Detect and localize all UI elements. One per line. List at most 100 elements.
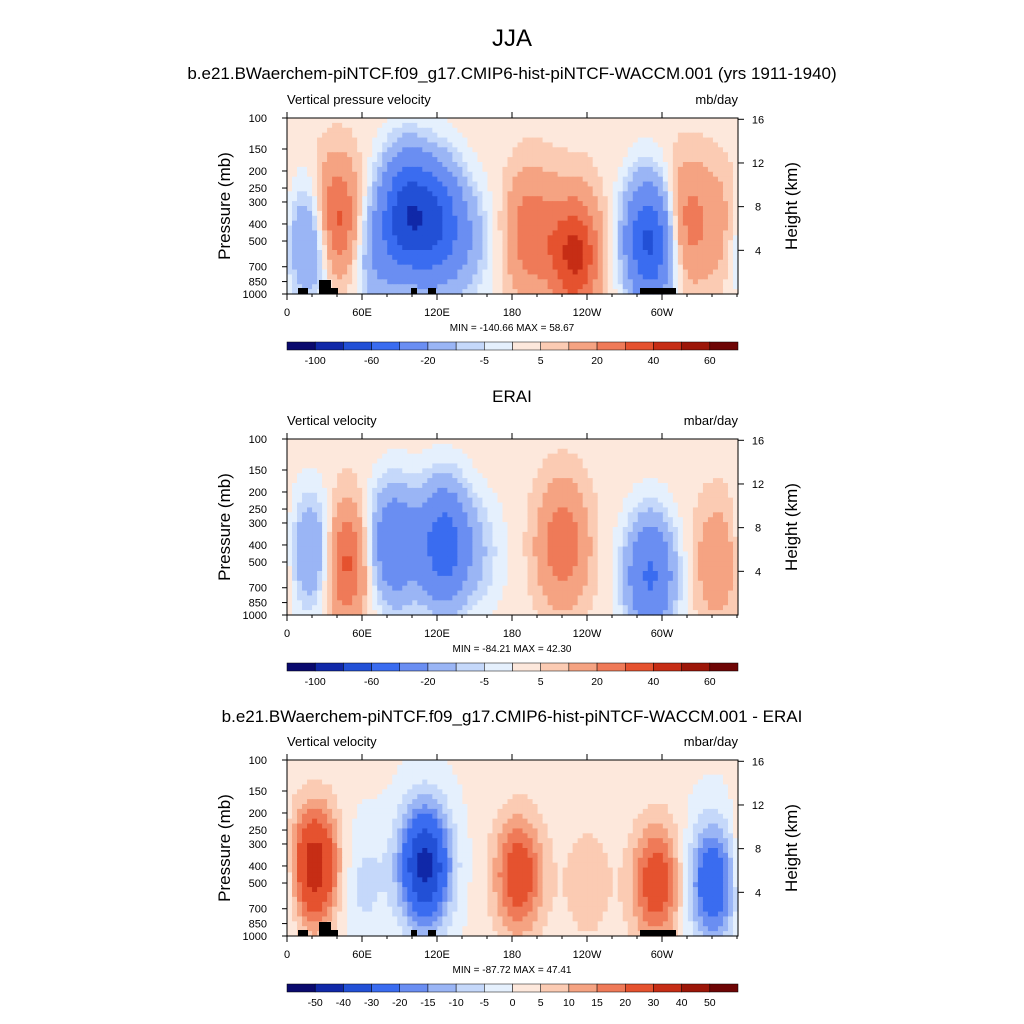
- heatmap-cell: [432, 235, 438, 241]
- heatmap-cell: [677, 483, 684, 489]
- heatmap-cell: [342, 132, 348, 139]
- heatmap-cell: [297, 497, 303, 504]
- heatmap-cell: [572, 142, 579, 148]
- heatmap-cell: [302, 171, 308, 178]
- heatmap-cell: [412, 181, 418, 188]
- heatmap-cell: [387, 443, 393, 450]
- heatmap-cell: [617, 201, 624, 207]
- heatmap-cell: [432, 137, 438, 144]
- heatmap-cell: [337, 127, 343, 134]
- heatmap-cell: [337, 122, 343, 129]
- heatmap-cell: [517, 230, 524, 236]
- heatmap-cell: [347, 448, 353, 455]
- heatmap-cell: [462, 171, 468, 178]
- heatmap-cell: [652, 127, 659, 134]
- heatmap-cell: [627, 284, 634, 290]
- heatmap-cell: [607, 166, 614, 173]
- heatmap-cell: [367, 279, 373, 285]
- heatmap-cell: [482, 492, 489, 499]
- topography-block: [330, 288, 338, 294]
- heatmap-cell: [597, 259, 604, 266]
- heatmap-cell: [667, 157, 674, 163]
- heatmap-cell: [617, 502, 624, 509]
- heatmap-cell: [502, 453, 509, 460]
- heatmap-cell: [622, 502, 629, 509]
- heatmap-cell: [417, 127, 423, 134]
- heatmap-cell: [627, 225, 634, 232]
- heatmap-cell: [522, 453, 529, 460]
- heatmap-cell: [447, 269, 453, 276]
- heatmap-cell: [612, 240, 619, 246]
- heatmap-cell: [692, 215, 699, 222]
- heatmap-cell: [527, 206, 534, 212]
- heatmap-cell: [672, 453, 679, 460]
- heatmap-cell: [547, 122, 554, 129]
- heatmap-cell: [692, 210, 699, 217]
- heatmap-cell: [292, 512, 298, 518]
- heatmap-cell: [537, 142, 544, 148]
- heatmap-cell: [697, 171, 704, 178]
- heatmap-cell: [532, 254, 539, 261]
- heatmap-cell: [532, 181, 539, 188]
- heatmap-cell: [397, 181, 403, 188]
- heatmap-cell: [622, 512, 629, 518]
- heatmap-cell: [307, 289, 313, 295]
- heatmap-cell: [452, 517, 458, 523]
- heatmap-cell: [457, 171, 463, 178]
- heatmap-cell: [692, 220, 699, 227]
- heatmap-cell: [647, 196, 654, 202]
- heatmap-cell: [697, 487, 704, 494]
- heatmap-cell: [702, 492, 709, 499]
- heatmap-cell: [582, 279, 589, 285]
- heatmap-cell: [537, 507, 544, 513]
- heatmap-cell: [487, 220, 494, 227]
- heatmap-cell: [652, 201, 659, 207]
- heatmap-cell: [327, 235, 333, 241]
- heatmap-cell: [342, 201, 348, 207]
- heatmap-cell: [587, 230, 594, 236]
- heatmap-cell: [312, 132, 318, 139]
- heatmap-cell: [662, 274, 669, 280]
- heatmap-cell: [322, 453, 328, 460]
- panel-title: b.e21.BWaerchem-piNTCF.f09_g17.CMIP6-his…: [187, 64, 836, 83]
- heatmap-cell: [292, 171, 298, 178]
- heatmap-cell: [717, 279, 724, 285]
- heatmap-cell: [397, 274, 403, 280]
- heatmap-cell: [477, 439, 484, 445]
- heatmap-cell: [407, 443, 413, 450]
- heatmap-cell: [667, 245, 674, 251]
- heatmap-cell: [407, 264, 413, 271]
- heatmap-cell: [627, 157, 634, 163]
- heatmap-cell: [602, 122, 609, 129]
- heatmap-cell: [307, 240, 313, 246]
- heatmap-cell: [317, 522, 323, 528]
- heatmap-cell: [727, 458, 734, 465]
- colorbar-swatch: [399, 341, 429, 351]
- heatmap-cell: [647, 458, 654, 465]
- heatmap-cell: [487, 269, 494, 276]
- heatmap-cell: [507, 127, 514, 134]
- heatmap-cell: [352, 517, 358, 523]
- heatmap-cell: [332, 458, 338, 465]
- heatmap-cell: [672, 132, 679, 139]
- heatmap-cell: [587, 507, 594, 513]
- heatmap-cell: [642, 240, 649, 246]
- heatmap-cell: [527, 147, 534, 153]
- heatmap-cell: [347, 127, 353, 134]
- heatmap-cell: [472, 186, 479, 192]
- heatmap-cell: [367, 166, 373, 173]
- heatmap-cell: [687, 166, 694, 173]
- heatmap-cell: [642, 274, 649, 280]
- heatmap-cell: [417, 196, 423, 202]
- heatmap-cell: [332, 483, 338, 489]
- heatmap-cell: [357, 162, 363, 168]
- heatmap-cell: [332, 502, 338, 509]
- heatmap-cell: [592, 439, 599, 445]
- heatmap-cell: [687, 142, 694, 148]
- heatmap-cell: [377, 127, 383, 134]
- heatmap-cell: [492, 259, 499, 266]
- heatmap-cell: [327, 448, 333, 455]
- heatmap-cell: [432, 240, 438, 246]
- heatmap-cell: [462, 250, 468, 256]
- heatmap-cell: [327, 250, 333, 256]
